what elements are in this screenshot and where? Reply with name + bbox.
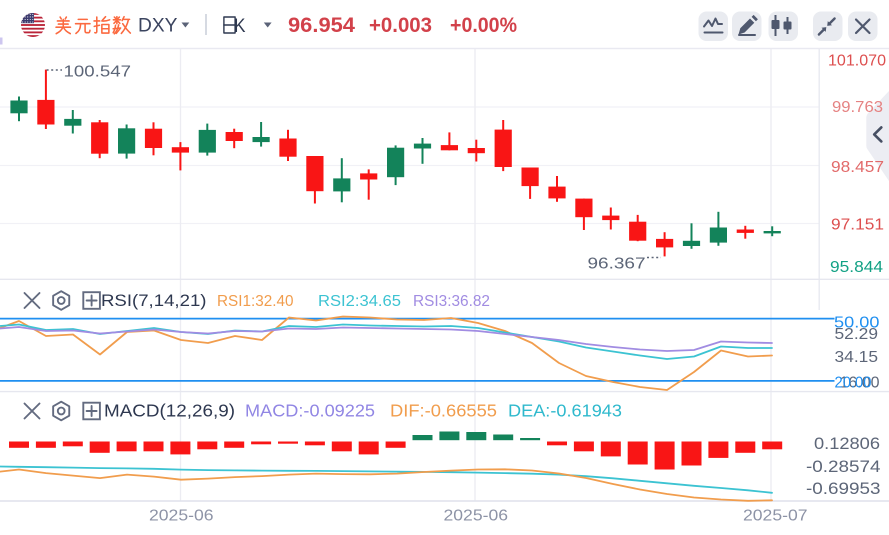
svg-text:DXY: DXY xyxy=(138,16,178,37)
svg-text:RSI1:32.40: RSI1:32.40 xyxy=(217,293,294,310)
svg-text:MACD(12,26,9): MACD(12,26,9) xyxy=(104,401,235,421)
svg-text:99.763: 99.763 xyxy=(832,99,883,116)
svg-text:16.00: 16.00 xyxy=(840,375,880,392)
svg-text:96.954: 96.954 xyxy=(288,13,355,37)
svg-text:100.547: 100.547 xyxy=(64,64,132,81)
svg-text:RSI2:34.65: RSI2:34.65 xyxy=(318,293,401,310)
svg-text:2025-07: 2025-07 xyxy=(743,508,808,525)
svg-text:MACD:-0.09225: MACD:-0.09225 xyxy=(245,401,375,421)
svg-text:34.15: 34.15 xyxy=(835,349,879,366)
svg-text:20.00: 20.00 xyxy=(835,375,872,392)
svg-text:101.070: 101.070 xyxy=(828,53,886,70)
svg-text:K: K xyxy=(234,15,246,37)
svg-text:95.844: 95.844 xyxy=(830,259,883,276)
svg-text:2025-06: 2025-06 xyxy=(149,508,214,525)
svg-text:+0.003: +0.003 xyxy=(369,13,432,37)
svg-text:RSI3:36.82: RSI3:36.82 xyxy=(413,293,490,310)
svg-text:98.457: 98.457 xyxy=(831,159,884,176)
svg-text:-0.69953: -0.69953 xyxy=(806,480,881,498)
svg-text:52.29: 52.29 xyxy=(835,326,879,343)
svg-text:50.00: 50.00 xyxy=(834,315,880,332)
svg-text:DIF:-0.66555: DIF:-0.66555 xyxy=(390,401,497,421)
svg-text:-0.28574: -0.28574 xyxy=(806,458,881,476)
svg-text:2025-06: 2025-06 xyxy=(444,508,509,525)
svg-text:96.367: 96.367 xyxy=(588,256,646,273)
svg-text:+0.00%: +0.00% xyxy=(450,13,517,37)
svg-text:97.151: 97.151 xyxy=(831,217,884,234)
svg-text:RSI(7,14,21): RSI(7,14,21) xyxy=(101,291,207,310)
svg-text:DEA:-0.61943: DEA:-0.61943 xyxy=(508,401,622,421)
svg-text:0.12806: 0.12806 xyxy=(814,435,880,453)
